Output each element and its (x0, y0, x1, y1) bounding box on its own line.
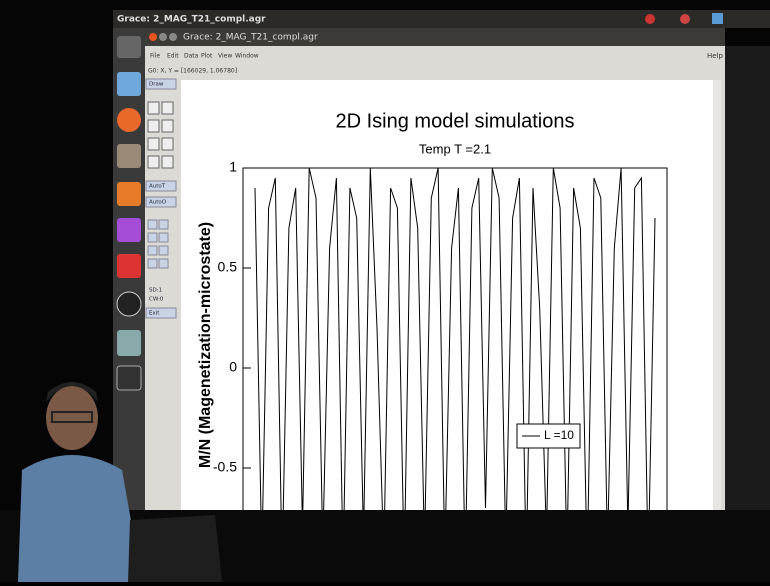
launcher-icon[interactable] (117, 36, 141, 58)
tool-button[interactable] (145, 78, 177, 90)
y-axis-label: M/N (Magenetization-microstate) (197, 222, 214, 468)
scrollbar[interactable] (713, 80, 721, 510)
tool-icon[interactable] (158, 232, 169, 243)
tool-icon[interactable] (161, 137, 174, 151)
tool-icon[interactable] (147, 232, 158, 243)
menu-item[interactable]: Window (235, 53, 259, 60)
menu-item[interactable]: Plot (201, 53, 213, 60)
tool-icon[interactable] (147, 155, 160, 169)
tool-button[interactable] (145, 196, 177, 208)
tool-label: CW:0 (149, 297, 164, 303)
launcher-icon[interactable] (116, 291, 142, 317)
menu-bar: File Edit Data Plot View Window (150, 53, 259, 60)
menu-item[interactable]: File (150, 53, 160, 60)
menu-item[interactable]: Edit (167, 53, 179, 60)
tool-icon[interactable] (147, 137, 160, 151)
plot: 2D Ising model simulations Temp T =2.1 M/N… (197, 110, 668, 510)
menu-item[interactable]: View (218, 53, 232, 60)
launcher-icon[interactable] (117, 182, 141, 206)
launcher-icon[interactable] (117, 144, 141, 168)
launcher-icon[interactable] (117, 330, 141, 356)
top-bar-title: Grace: 2_MAG_T21_compl.agr (117, 15, 266, 25)
tool-label[interactable]: AutoT (149, 184, 166, 190)
tool-icon[interactable] (158, 219, 169, 230)
y-tick-label: 0 (229, 359, 237, 375)
tool-icon[interactable] (147, 119, 160, 133)
tool-icon[interactable] (147, 101, 160, 115)
status-line: G0: X, Y = [166029, 1.06780] (148, 68, 237, 75)
tool-label: SD:1 (149, 288, 162, 294)
y-tick-label: 0.5 (218, 259, 238, 275)
y-tick-label: -0.5 (213, 459, 237, 475)
tool-button[interactable] (145, 307, 177, 319)
tool-icon[interactable] (147, 219, 158, 230)
person-glasses (51, 411, 93, 423)
side-area (725, 46, 770, 510)
y-tick-label: 1 (229, 159, 237, 175)
menu-item[interactable]: Data (184, 53, 199, 60)
top-bar (113, 10, 770, 28)
tool-icon[interactable] (161, 155, 174, 169)
tool-icon[interactable] (158, 245, 169, 256)
person-body (18, 455, 138, 582)
tool-icon[interactable] (161, 119, 174, 133)
tray-icon[interactable] (680, 14, 690, 24)
tool-icon[interactable] (147, 258, 158, 269)
person-hair (46, 382, 98, 402)
chart-title: 2D Ising model simulations (336, 110, 575, 132)
launcher-icon[interactable] (117, 72, 141, 96)
window-title: Grace: 2_MAG_T21_compl.agr (183, 33, 318, 43)
tool-icon[interactable] (161, 101, 174, 115)
close-button[interactable] (149, 33, 157, 41)
tool-label[interactable]: Draw (149, 82, 164, 88)
tool-icon[interactable] (147, 245, 158, 256)
tool-button[interactable] (145, 180, 177, 192)
chart-subtitle: Temp T =2.1 (419, 141, 491, 156)
minimize-button[interactable] (159, 33, 167, 41)
tray-icon[interactable] (712, 13, 723, 24)
launcher-icon[interactable] (117, 254, 141, 278)
menu-help[interactable]: Help (707, 52, 724, 60)
window-title-bar (145, 28, 725, 46)
tray-icon[interactable] (645, 14, 655, 24)
tool-icon[interactable] (158, 258, 169, 269)
tool-label[interactable]: AutoO (149, 200, 167, 206)
launcher-icon[interactable] (117, 218, 141, 242)
person-head (46, 386, 98, 450)
tool-label[interactable]: Exit (149, 311, 160, 317)
laptop (128, 515, 222, 582)
legend-label: L =10 (544, 428, 574, 442)
tool-panel: Draw AutoT AutoO SD:1 CW:0 Exit (145, 78, 177, 319)
launcher-icon[interactable] (117, 108, 141, 132)
launcher-icon[interactable] (116, 365, 142, 391)
series-line (254, 167, 656, 510)
maximize-button[interactable] (169, 33, 177, 41)
